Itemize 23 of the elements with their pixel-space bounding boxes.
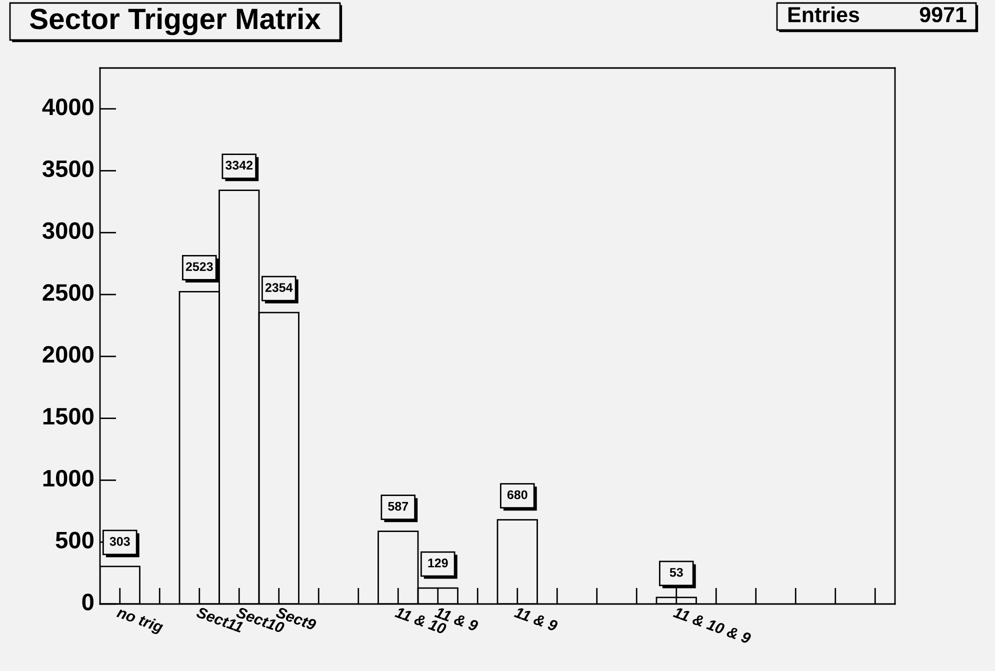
x-tick-label: 11 & 9 bbox=[514, 606, 558, 632]
data-label: 129 bbox=[428, 558, 448, 568]
y-tick-label: 1000 bbox=[43, 470, 94, 487]
y-tick-label: 1500 bbox=[43, 408, 94, 425]
y-tick-label: 2500 bbox=[42, 284, 94, 301]
y-tick-label: 0 bbox=[82, 594, 94, 610]
text: Entries bbox=[788, 6, 860, 22]
data-label: 2523 bbox=[186, 262, 213, 272]
data-label: 53 bbox=[670, 568, 683, 577]
data-label: 2354 bbox=[265, 283, 293, 292]
y-tick-label: 2000 bbox=[42, 346, 94, 363]
y-tick-label: 3000 bbox=[42, 222, 94, 240]
data-label: 3342 bbox=[226, 160, 253, 170]
text: 9971 bbox=[920, 7, 966, 22]
data-label: 680 bbox=[507, 490, 528, 500]
data-label: 303 bbox=[110, 536, 130, 546]
y-tick-label: 4000 bbox=[42, 98, 94, 116]
x-tick-label: no trig bbox=[115, 606, 164, 636]
x-tick-label: 11 & 10 & 9 bbox=[672, 606, 752, 644]
chart-title: Sector Trigger Matrix bbox=[30, 8, 321, 36]
data-label: 587 bbox=[388, 502, 408, 511]
y-tick-label: 3500 bbox=[42, 160, 94, 178]
y-tick-label: 500 bbox=[56, 532, 94, 548]
